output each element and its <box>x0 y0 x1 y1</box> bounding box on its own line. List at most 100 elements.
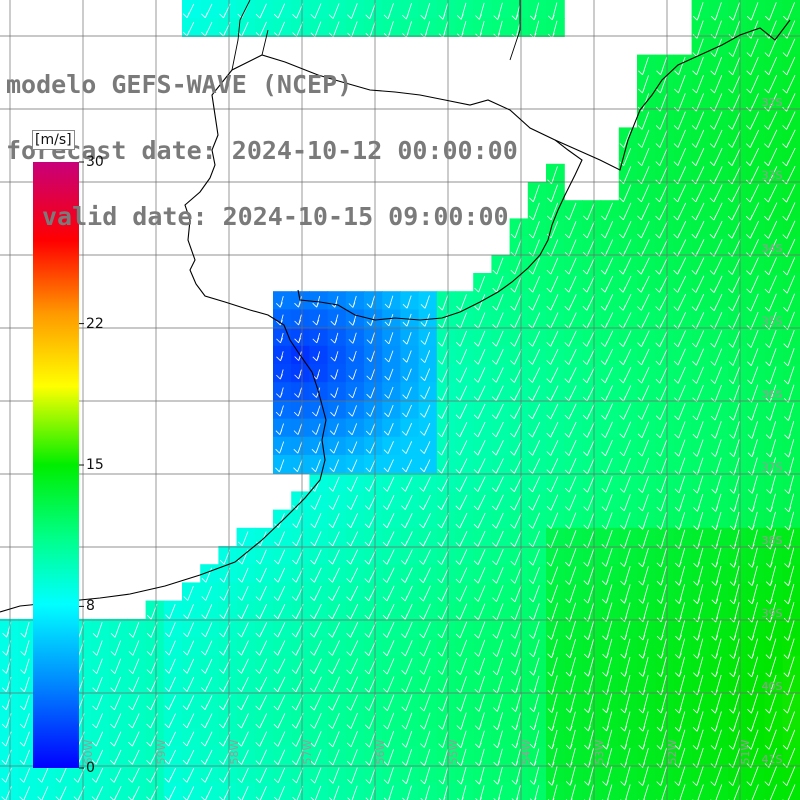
wind-vector-arrow <box>709 184 723 203</box>
wind-vector-arrow <box>638 638 649 659</box>
wind-vector-arrow <box>164 768 176 783</box>
wind-vector-arrow <box>747 693 759 714</box>
wind-vector-arrow <box>348 314 357 326</box>
wind-vector-arrow <box>437 476 450 492</box>
wind-vector-arrow <box>674 439 686 457</box>
wind-vector-arrow <box>618 294 632 311</box>
wind-vector-arrow <box>473 512 486 529</box>
wind-vector-arrow <box>383 3 394 20</box>
wind-vector-arrow <box>438 767 449 785</box>
wind-vector-arrow <box>746 275 759 294</box>
wind-vector-arrow <box>764 729 777 750</box>
wind-vector-arrow <box>528 221 540 239</box>
wind-vector-arrow <box>438 2 449 20</box>
wind-vector-arrow <box>711 439 722 457</box>
wind-vector-arrow <box>237 640 249 656</box>
wind-vector-arrow <box>294 369 302 380</box>
wind-vector-arrow <box>693 656 704 677</box>
wind-vector-arrow <box>37 767 49 783</box>
wind-vector-arrow <box>583 566 595 585</box>
wind-vector-arrow <box>673 202 687 221</box>
wind-vector-arrow <box>565 202 577 221</box>
wind-vector-arrow <box>729 493 740 512</box>
wind-vector-arrow <box>293 441 303 454</box>
wind-vector-arrow <box>638 766 649 786</box>
wind-vector-arrow <box>619 529 631 549</box>
wind-vector-arrow <box>382 640 395 657</box>
wind-vector-arrow <box>92 658 103 674</box>
wind-vector-arrow <box>400 513 413 529</box>
wind-vector-arrow <box>473 421 486 438</box>
latitude-label: 33S <box>762 169 783 182</box>
wind-vector-arrow <box>309 640 322 656</box>
wind-vector-arrow <box>529 766 540 785</box>
wind-vector-arrow <box>764 38 777 57</box>
wind-vector-arrow <box>728 2 741 21</box>
wind-vector-arrow <box>420 422 431 436</box>
wind-vector-arrow <box>348 387 357 399</box>
wind-vector-arrow <box>782 38 796 57</box>
wind-vector-arrow <box>310 549 322 565</box>
wind-vector-arrow <box>201 658 213 674</box>
wind-vector-arrow <box>201 640 213 656</box>
wind-vector-arrow <box>419 476 431 492</box>
wind-vector-arrow <box>402 350 412 363</box>
wind-vector-arrow <box>474 603 486 621</box>
wind-vector-arrow <box>346 658 359 675</box>
wind-vector-arrow <box>310 713 322 729</box>
wind-vector-arrow <box>655 366 668 384</box>
wind-vector-arrow <box>711 493 722 512</box>
wind-vector-arrow <box>782 257 796 276</box>
wind-vector-arrow <box>492 567 504 584</box>
wind-vector-arrow <box>782 729 796 750</box>
wind-vector-arrow <box>746 747 759 768</box>
wind-vector-arrow <box>328 567 340 583</box>
wind-vector-arrow <box>655 257 668 275</box>
wind-vector-arrow <box>182 21 195 37</box>
wind-vector-arrow <box>455 549 468 565</box>
wind-vector-arrow <box>691 129 705 148</box>
longitude-label: 56W <box>374 739 387 764</box>
wind-vector-arrow <box>328 749 340 766</box>
wind-vector-arrow <box>784 457 795 476</box>
wind-vector-arrow <box>255 585 267 601</box>
wind-vector-arrow <box>274 549 286 565</box>
wind-vector-arrow <box>764 147 778 167</box>
wind-vector-arrow <box>619 439 631 457</box>
wind-vector-arrow <box>602 693 613 714</box>
wind-vector-arrow <box>673 348 686 366</box>
wind-vector-arrow <box>511 694 522 712</box>
wind-vector-arrow <box>400 567 413 583</box>
wind-vector-arrow <box>765 384 777 403</box>
wind-vector-arrow <box>582 221 595 239</box>
wind-vector-arrow <box>491 440 504 456</box>
wind-vector-arrow <box>400 603 413 620</box>
wind-vector-arrow <box>784 565 795 587</box>
wind-vector-arrow <box>328 549 340 565</box>
wind-vector-arrow <box>437 349 449 365</box>
wind-vector-arrow <box>728 275 741 294</box>
wind-vector-arrow <box>438 312 449 329</box>
wind-speed-cell <box>782 600 800 620</box>
wind-vector-arrow <box>329 459 340 472</box>
wind-vector-arrow <box>693 547 704 568</box>
wind-vector-arrow <box>546 275 559 293</box>
wind-vector-arrow <box>384 332 394 345</box>
wind-vector-arrow <box>73 767 85 783</box>
wind-vector-arrow <box>455 458 468 474</box>
wind-speed-cell <box>782 254 800 274</box>
wind-vector-arrow <box>764 202 778 221</box>
wind-vector-arrow <box>365 441 376 454</box>
wind-vector-arrow <box>510 476 522 493</box>
wind-vector-arrow <box>673 257 687 275</box>
wind-vector-arrow <box>784 439 795 458</box>
wind-vector-arrow <box>200 767 213 783</box>
wind-vector-arrow <box>656 529 667 549</box>
wind-vector-arrow <box>673 239 687 257</box>
wind-vector-arrow <box>273 3 286 19</box>
wind-vector-arrow <box>201 585 213 601</box>
wind-vector-arrow <box>601 202 613 221</box>
wind-vector-arrow <box>656 75 668 94</box>
wind-vector-arrow <box>547 711 558 732</box>
wind-vector-arrow <box>728 366 741 384</box>
